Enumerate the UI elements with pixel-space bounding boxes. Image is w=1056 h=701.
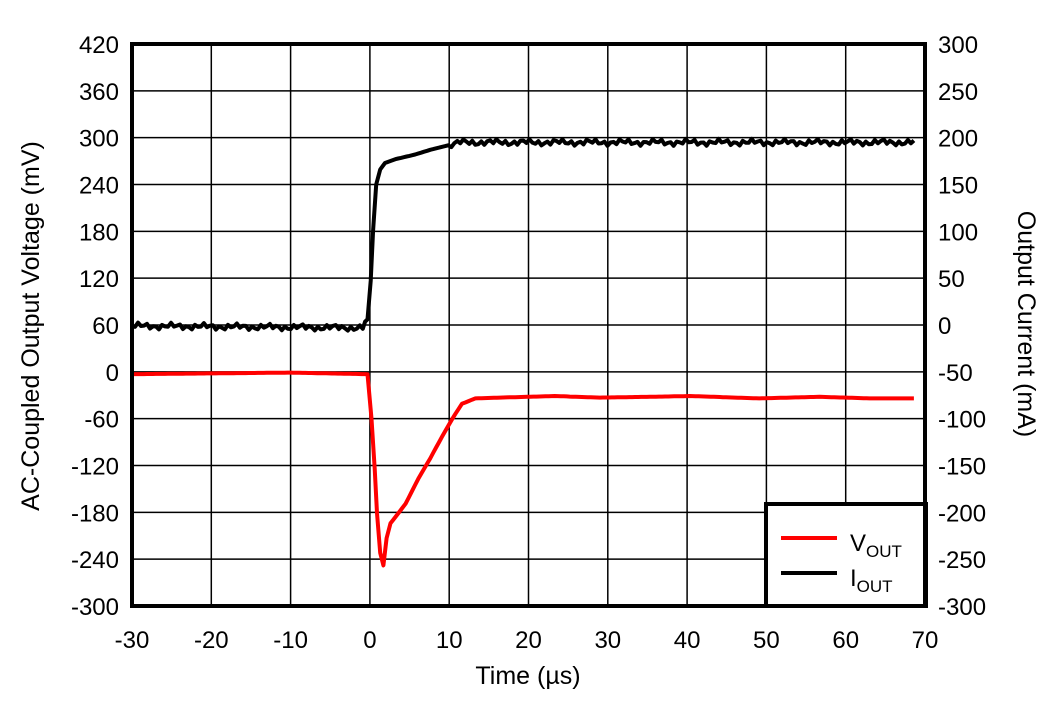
y-tick-label-right: 50 [938,266,965,293]
y-tick-label-right: -200 [938,500,986,527]
y-tick-label-right: 150 [938,173,978,200]
x-tick-label: 60 [832,627,859,654]
y-tick-label-right: -150 [938,454,986,481]
y-axis-title-left: AC-Coupled Output Voltage (mV) [17,141,45,511]
y-tick-label-left: -60 [84,407,119,434]
x-tick-label: -20 [194,627,229,654]
x-tick-label: -10 [273,627,308,654]
y-tick-label-right: -50 [938,360,973,387]
y-tick-label-left: 0 [106,360,119,387]
plot-frame [130,42,927,608]
x-tick-label: 50 [753,627,780,654]
y-tick-label-right: -300 [938,594,986,621]
x-tick-label: -30 [115,627,150,654]
series-line-iout [131,136,916,333]
y-tick-label-left: 60 [92,313,119,340]
x-axis-ticks: -30 -20 -10 0 10 20 30 40 50 60 70 [115,627,939,654]
y-tick-label-left: 180 [79,219,119,246]
y-tick-label-left: 240 [79,173,119,200]
series-line-vout [131,370,914,568]
legend-label-iout: IOUT [850,565,893,596]
y-tick-label-left: 360 [79,79,119,106]
y-tick-label-right: -100 [938,407,986,434]
y-tick-label-right: 200 [938,126,978,153]
x-tick-label: 40 [674,627,701,654]
y-tick-label-left: 420 [79,32,119,59]
y-tick-label-right: 100 [938,219,978,246]
legend-box [764,502,928,608]
y-tick-label-right: 300 [938,32,978,59]
y-tick-label-left: 120 [79,266,119,293]
grid-lines [132,44,925,606]
legend: VOUT IOUT [764,502,928,608]
y-tick-label-left: -120 [71,454,119,481]
y-tick-label-left: -240 [71,547,119,574]
y-tick-label-left: -180 [71,500,119,527]
y-tick-label-left: 300 [79,126,119,153]
y-axis-title-right: Output Current (mA) [1012,211,1040,437]
y-tick-label-left: -300 [71,594,119,621]
x-tick-label: 0 [363,627,376,654]
y-tick-label-right: -250 [938,547,986,574]
plot-series [131,136,916,568]
y-tick-label-right: 0 [938,313,951,340]
x-tick-label: 20 [515,627,542,654]
x-tick-label: 30 [594,627,621,654]
x-tick-label: 10 [436,627,463,654]
x-axis-title: Time (µs) [475,662,580,690]
legend-label-vout: VOUT [850,530,902,561]
y-axis-ticks-right: 300 250 200 150 100 50 0 -50 -100 -150 -200 -250 -30… [938,32,986,621]
y-tick-label-right: 250 [938,79,978,106]
y-axis-ticks-left: 420 360 300 240 180 120 60 0 -60 -120 -180 -240 -300 [71,32,119,621]
x-tick-label: 70 [912,627,939,654]
